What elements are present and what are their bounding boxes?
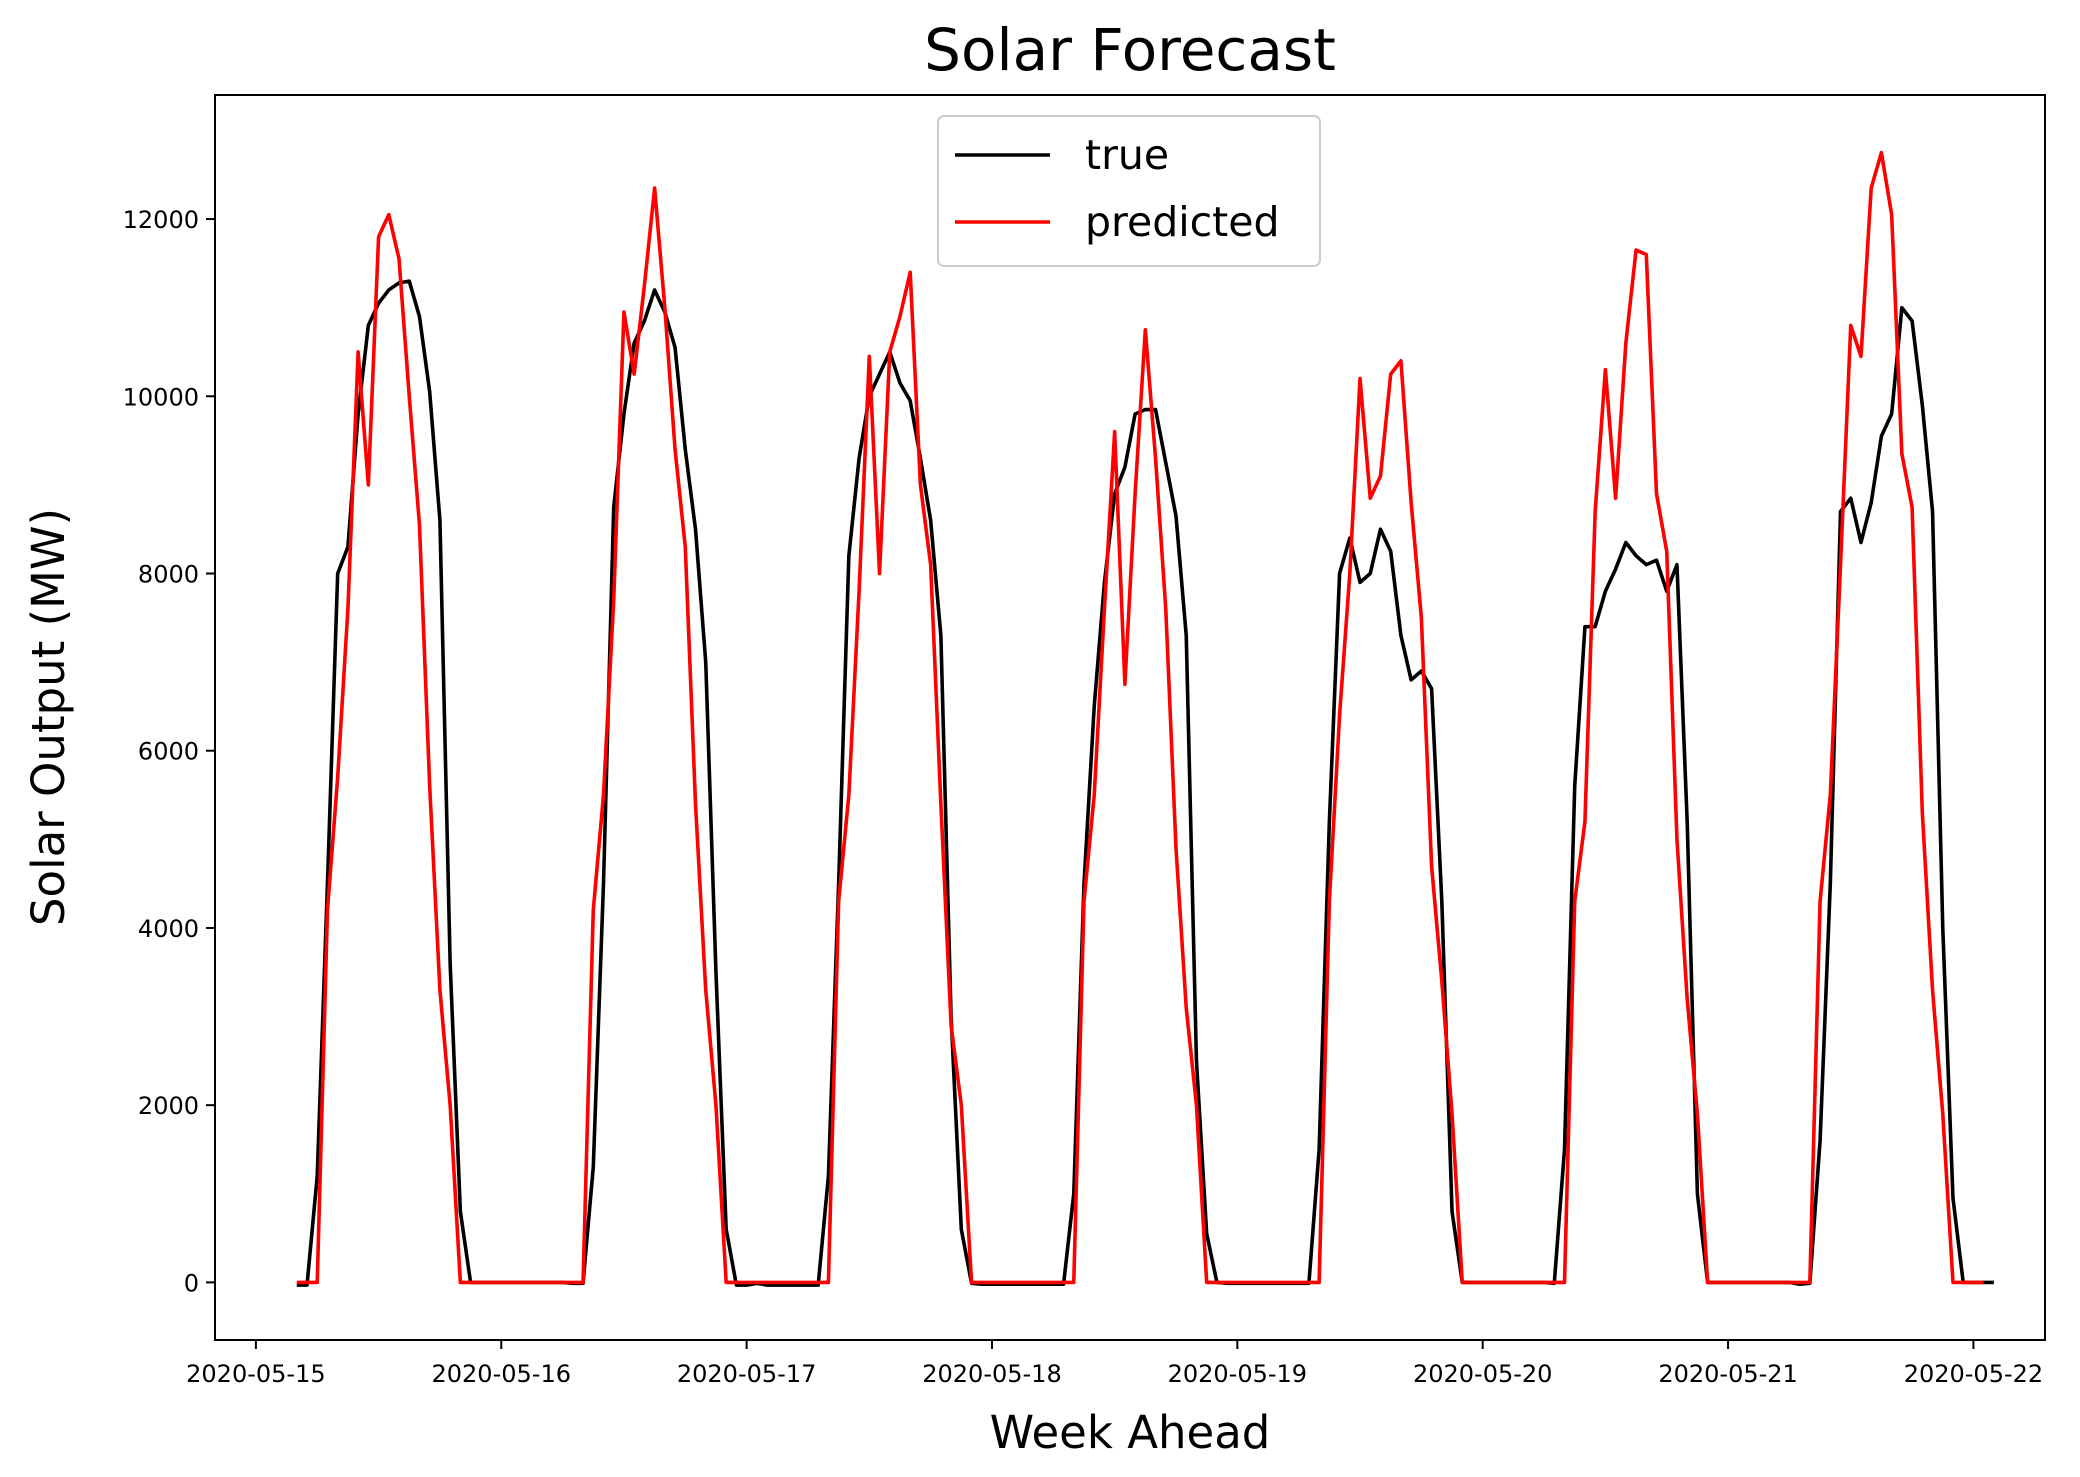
y-tick-label: 0 — [184, 1269, 199, 1297]
x-tick-label: 2020-05-22 — [1904, 1360, 2043, 1388]
x-tick-label: 2020-05-15 — [186, 1360, 325, 1388]
legend-label-true: true — [1085, 131, 1169, 179]
x-tick-label: 2020-05-17 — [677, 1360, 816, 1388]
chart-title: Solar Forecast — [924, 16, 1336, 84]
y-tick-label: 6000 — [138, 738, 199, 766]
y-tick-label: 12000 — [123, 206, 199, 234]
y-tick-label: 2000 — [138, 1092, 199, 1120]
y-tick-label: 8000 — [138, 561, 199, 589]
y-tick-label: 4000 — [138, 915, 199, 943]
plot-frame — [214, 94, 2046, 1341]
legend: true predicted — [937, 115, 1321, 267]
y-axis-title: Solar Output (MW) — [22, 508, 75, 926]
x-tick-label: 2020-05-20 — [1413, 1360, 1552, 1388]
x-tick-label: 2020-05-16 — [432, 1360, 571, 1388]
x-tick-label: 2020-05-19 — [1168, 1360, 1307, 1388]
y-axis: 0 2000 4000 6000 8000 10000 12000 — [123, 206, 215, 1297]
x-axis: 2020-05-15 2020-05-16 2020-05-17 2020-05-18… — [186, 1340, 2043, 1388]
legend-label-predicted: predicted — [1085, 198, 1280, 246]
series-line-predicted — [296, 150, 1984, 1285]
x-axis-title: Week Ahead — [990, 1406, 1271, 1459]
x-tick-label: 2020-05-18 — [922, 1360, 1061, 1388]
y-tick-label: 10000 — [123, 383, 199, 411]
plot-area — [296, 150, 1994, 1287]
x-tick-label: 2020-05-21 — [1658, 1360, 1797, 1388]
